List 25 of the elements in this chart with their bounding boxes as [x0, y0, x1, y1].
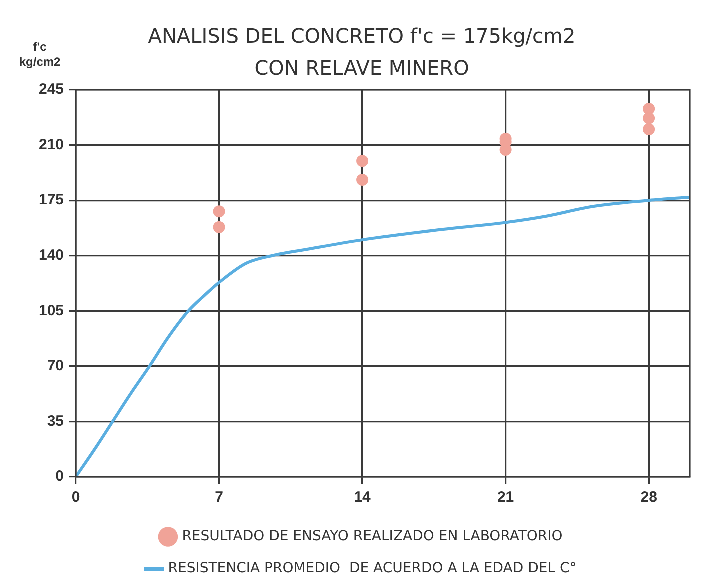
point: [643, 123, 656, 136]
x-tick-label: 7: [215, 489, 224, 506]
chart-subtitle: CON RELAVE MINERO: [254, 56, 470, 80]
point: [356, 155, 369, 168]
y-tick-label: 175: [38, 192, 64, 209]
legend-label: RESISTENCIA PROMEDIO DE ACUERDO A LA EDAD DEL C°: [168, 560, 577, 577]
y-tick-label: 105: [38, 302, 64, 320]
point: [213, 221, 226, 234]
y-axis-title: f'c kg/cm2: [19, 40, 62, 69]
y-tick-label: 70: [47, 358, 64, 375]
x-tick-label: 21: [497, 489, 514, 506]
point: [356, 174, 369, 186]
legend-label: RESULTADO DE ENSAYO REALIZADO EN LABORATORIO: [182, 528, 563, 545]
x-tick-label: 28: [640, 489, 658, 506]
x-tick-label: 0: [72, 489, 80, 506]
y-tick-label: 140: [38, 247, 64, 264]
y-tick-label: 210: [38, 136, 64, 154]
point: [643, 102, 656, 115]
point: [213, 206, 226, 218]
y-tick-label: 35: [47, 412, 64, 430]
x-tick-label: 14: [354, 489, 372, 506]
chart-title: ANALISIS DEL CONCRETO f'c = 175kg/cm2: [148, 24, 576, 48]
y-tick-label: 0: [56, 468, 64, 486]
point: [643, 112, 656, 124]
y-tick-label: 245: [38, 81, 64, 98]
